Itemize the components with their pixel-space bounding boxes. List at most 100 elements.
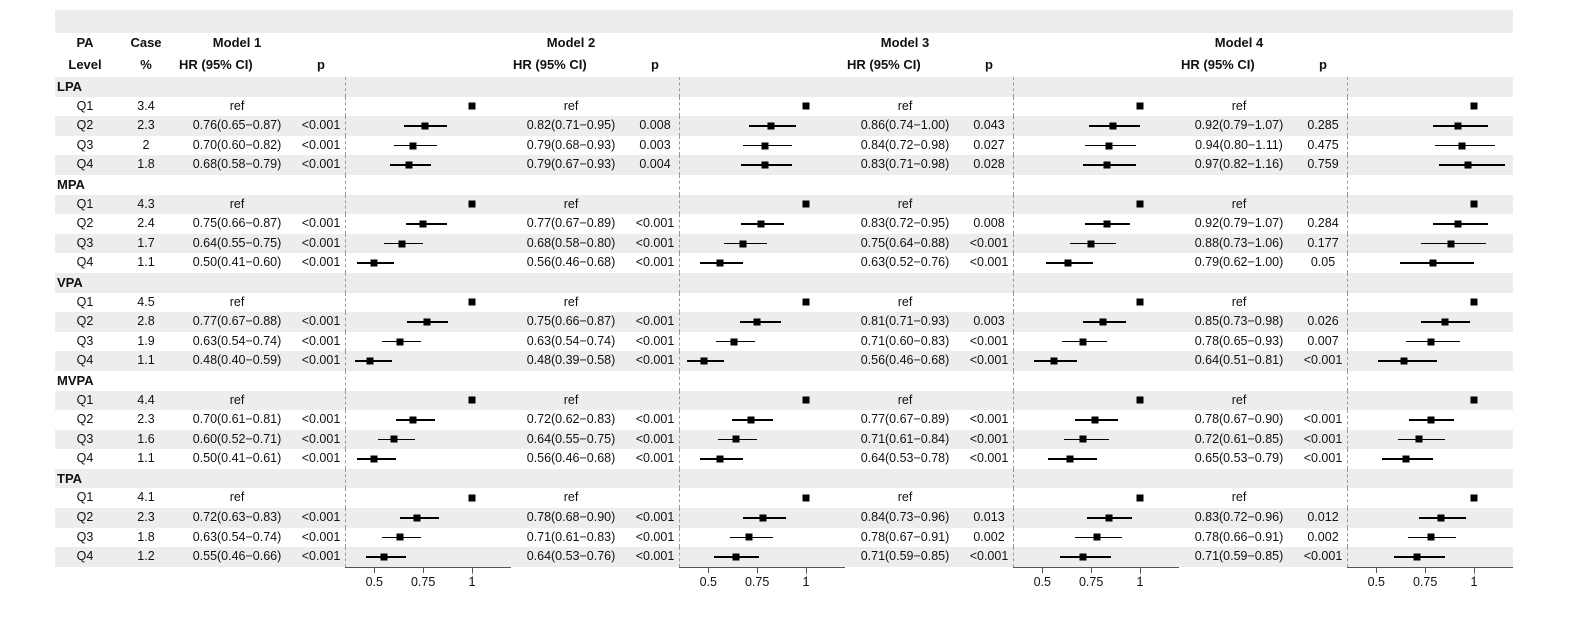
hr-ci-cell: 0.94(0.80−1.11) bbox=[1195, 137, 1283, 152]
reference-line bbox=[1347, 527, 1348, 548]
spacer-cell bbox=[297, 175, 345, 195]
hr-ci-cell: 0.65(0.53−0.79) bbox=[1194, 451, 1284, 466]
forest-plot-cell bbox=[679, 508, 845, 528]
hr-point-marker bbox=[380, 553, 388, 561]
table-row: Q2 2.3 0.72(0.63−0.83) <0.001 0.78(0.68−0.90… bbox=[55, 508, 1513, 528]
table-row: Q1 4.1 ref ref ref ref bbox=[55, 488, 1513, 509]
spacer-cell bbox=[845, 175, 965, 195]
reference-line bbox=[679, 214, 680, 234]
hr-point-marker bbox=[761, 161, 769, 169]
spacer-cell bbox=[1179, 175, 1299, 195]
hr-ci-cell: ref bbox=[563, 98, 579, 113]
hr-point-marker bbox=[1064, 259, 1072, 267]
forest-plot-cell bbox=[679, 370, 845, 391]
table-row: Q4 1.1 0.48(0.40−0.59) <0.001 0.48(0.39−0.58… bbox=[55, 351, 1513, 371]
axis-row: 0.5 0.75 1 0.5 0.75 1 0.5 0.75 1 0.5 0.75 1 bbox=[55, 566, 1513, 607]
hr-point-marker bbox=[716, 259, 724, 267]
hr-point-marker bbox=[468, 298, 476, 306]
p-value-cell: 0.007 bbox=[1307, 333, 1339, 348]
p-value-cell: <0.001 bbox=[969, 412, 1009, 427]
spacer-cell bbox=[631, 175, 679, 195]
forest-plot-cell bbox=[345, 449, 511, 469]
p-value-cell: <0.001 bbox=[301, 216, 341, 231]
hr-ci-cell: 0.70(0.60−0.82) bbox=[192, 137, 282, 152]
forest-plot-cell bbox=[1013, 449, 1179, 469]
hr-ci-cell: 0.50(0.41−0.60) bbox=[192, 255, 282, 270]
reference-line bbox=[679, 194, 680, 215]
forest-plot-cell bbox=[345, 135, 511, 156]
forest-plot-cell bbox=[1347, 253, 1513, 273]
spacer-cell bbox=[1299, 175, 1347, 195]
spacer-cell bbox=[511, 371, 631, 391]
p-value-cell: <0.001 bbox=[301, 431, 341, 446]
hr-point-marker bbox=[1099, 318, 1107, 326]
p-value-cell bbox=[297, 391, 345, 411]
p-value-cell: <0.001 bbox=[301, 549, 341, 564]
pa-quartile-cell: Q1 bbox=[76, 490, 94, 505]
p-value-cell: 0.004 bbox=[639, 157, 671, 172]
reference-line bbox=[1013, 155, 1014, 175]
pa-level-header: Level bbox=[68, 57, 102, 72]
forest-plot-cell bbox=[679, 116, 845, 136]
x-axis-line bbox=[345, 566, 511, 568]
case-percent-cell: 1.2 bbox=[137, 549, 155, 564]
forest-plot-cell bbox=[1013, 312, 1179, 332]
reference-line bbox=[345, 468, 346, 489]
reference-line bbox=[679, 155, 680, 175]
table-row: Q3 1.8 0.63(0.54−0.74) <0.001 0.71(0.61−0.83… bbox=[55, 527, 1513, 548]
p-value-cell: 0.013 bbox=[973, 510, 1005, 525]
reference-line bbox=[1347, 96, 1348, 117]
reference-line bbox=[345, 390, 346, 411]
spacer-cell bbox=[1179, 567, 1299, 607]
pa-quartile-cell: Q1 bbox=[76, 98, 94, 113]
reference-line bbox=[1013, 116, 1014, 136]
hr-ci-cell: 0.83(0.71−0.98) bbox=[860, 157, 950, 172]
hr-point-marker bbox=[1109, 122, 1117, 130]
hr-ci-cell: 0.81(0.71−0.93) bbox=[860, 314, 950, 329]
reference-line bbox=[805, 566, 807, 583]
reference-line bbox=[679, 272, 680, 293]
spacer-cell bbox=[965, 175, 1013, 195]
pa-quartile-cell: Q4 bbox=[76, 549, 94, 564]
p-value-cell: <0.001 bbox=[635, 412, 675, 427]
pa-quartile-cell: Q4 bbox=[76, 157, 94, 172]
reference-line bbox=[679, 390, 680, 411]
spacer-cell bbox=[345, 55, 511, 77]
hr-ci-cell: ref bbox=[1231, 392, 1247, 407]
reference-line bbox=[1347, 331, 1348, 352]
reference-line bbox=[345, 429, 346, 450]
hr-point-marker bbox=[423, 318, 431, 326]
hr-ci-cell: ref bbox=[229, 294, 245, 309]
hr-point-marker bbox=[409, 142, 417, 150]
reference-line bbox=[1347, 253, 1348, 273]
reference-line bbox=[679, 135, 680, 156]
forest-plot-cell bbox=[1013, 370, 1179, 391]
hr-point-marker bbox=[1441, 318, 1449, 326]
case-percent-cell: 1.9 bbox=[137, 333, 155, 348]
forest-plot-cell bbox=[679, 547, 845, 567]
hr-ci-cell: ref bbox=[229, 98, 245, 113]
spacer-cell bbox=[845, 567, 965, 607]
hr-point-marker bbox=[1470, 494, 1478, 502]
table-row: Q1 4.5 ref ref ref ref bbox=[55, 292, 1513, 313]
hr-ci-cell: 0.56(0.46−0.68) bbox=[860, 353, 950, 368]
case-percent-header: % bbox=[140, 57, 152, 72]
hr-point-marker bbox=[1427, 533, 1435, 541]
reference-line bbox=[345, 116, 346, 136]
reference-line bbox=[1347, 214, 1348, 234]
forest-plot-cell bbox=[1013, 116, 1179, 136]
spacer-cell bbox=[631, 273, 679, 293]
case-percent-cell: 1.7 bbox=[137, 235, 155, 250]
hr-ci-cell: 0.78(0.68−0.90) bbox=[526, 510, 616, 525]
p-value-cell: <0.001 bbox=[635, 529, 675, 544]
spacer-cell bbox=[965, 273, 1013, 293]
forest-plot-cell bbox=[1013, 429, 1179, 450]
pa-quartile-cell: Q2 bbox=[76, 314, 94, 329]
forest-plot-cell bbox=[1347, 390, 1513, 411]
reference-line bbox=[1013, 96, 1014, 117]
reference-line bbox=[679, 331, 680, 352]
forest-plot-cell bbox=[1013, 272, 1179, 293]
spacer-cell bbox=[297, 33, 345, 55]
hr-ci-cell: ref bbox=[229, 392, 245, 407]
hr-point-marker bbox=[716, 455, 724, 463]
